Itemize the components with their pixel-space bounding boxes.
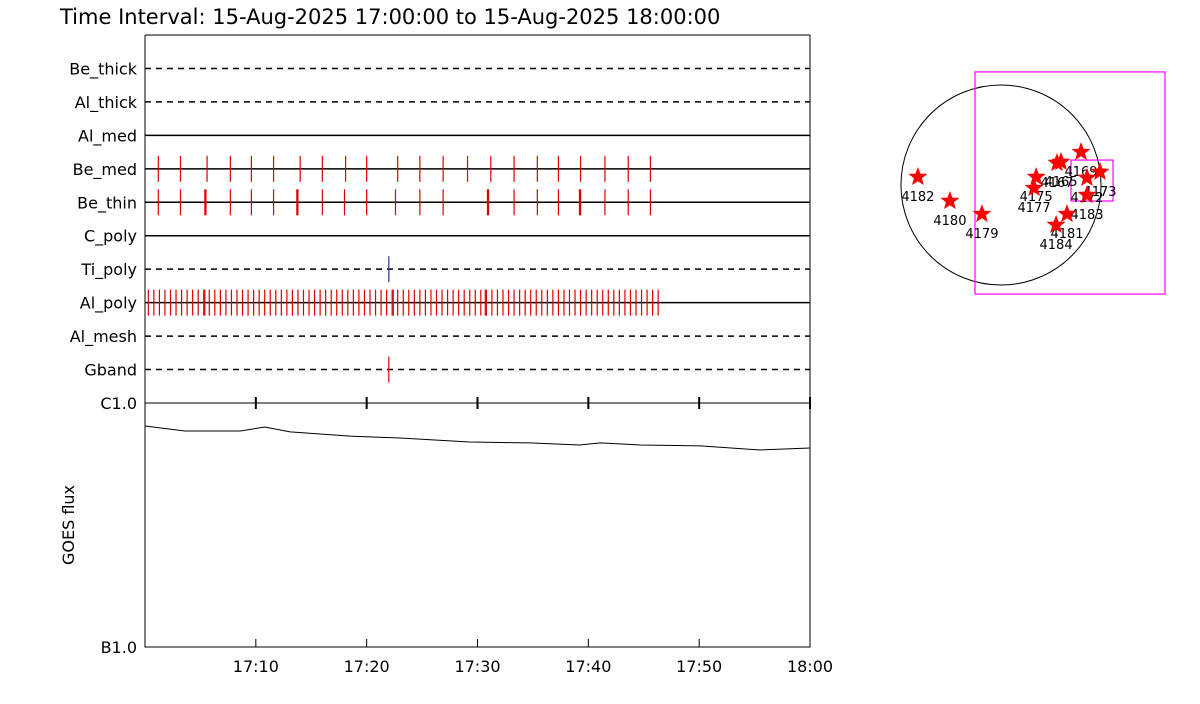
- region-star: [1077, 167, 1097, 186]
- region-star: [940, 191, 960, 210]
- row-label: Al_thick: [75, 93, 138, 113]
- x-tick-label: 17:50: [676, 657, 722, 676]
- region-star: [1071, 142, 1091, 161]
- x-tick-label: 17:20: [344, 657, 390, 676]
- goes-line: [144, 425, 811, 451]
- region-star: [908, 167, 928, 186]
- region-label: 4175: [1020, 190, 1053, 205]
- region-star: [1046, 215, 1066, 234]
- region-label: 4165: [1044, 175, 1077, 190]
- row-label: Al_med: [78, 126, 137, 146]
- chart-title: Time Interval: 15-Aug-2025 17:00:00 to 1…: [59, 5, 720, 29]
- region-label: 4182: [901, 190, 934, 205]
- fov-box: [974, 71, 1166, 295]
- x-tick-label: 17:40: [565, 657, 611, 676]
- region-star: [1077, 185, 1097, 204]
- solar-disk: [900, 84, 1102, 286]
- row-label: Be_thin: [77, 193, 137, 213]
- x-tick-label: 17:10: [233, 657, 279, 676]
- region-label: 4180: [933, 214, 966, 229]
- region-label: 4184: [1040, 238, 1073, 253]
- region-star: [972, 204, 992, 223]
- row-label: Al_poly: [80, 294, 137, 314]
- region-star: [1090, 161, 1110, 180]
- row-label: Be_thick: [69, 59, 137, 79]
- region-label: 4177: [1018, 201, 1051, 216]
- region-label: 4179: [965, 227, 998, 242]
- frame: [144, 402, 811, 648]
- region-label: 4183: [1070, 208, 1103, 223]
- region-star: [1057, 204, 1077, 223]
- region-label: 4173: [1083, 185, 1116, 200]
- x-tick-label: 17:30: [454, 657, 500, 676]
- y-axis-label: GOES flux: [59, 485, 78, 565]
- y-tick-label: B1.0: [101, 638, 137, 657]
- y-tick-label: C1.0: [100, 394, 137, 413]
- region-star: [1024, 178, 1044, 197]
- row-label: Be_med: [73, 160, 137, 180]
- region-label: 4167: [1040, 176, 1073, 191]
- region-star: [1026, 167, 1046, 186]
- row-label: Ti_poly: [80, 260, 137, 280]
- row-label: Gband: [84, 361, 137, 380]
- row-label: C_poly: [84, 227, 137, 247]
- x-tick-label: 18:00: [787, 657, 833, 676]
- row-label: Al_mesh: [70, 327, 137, 347]
- region-star: [1051, 151, 1071, 170]
